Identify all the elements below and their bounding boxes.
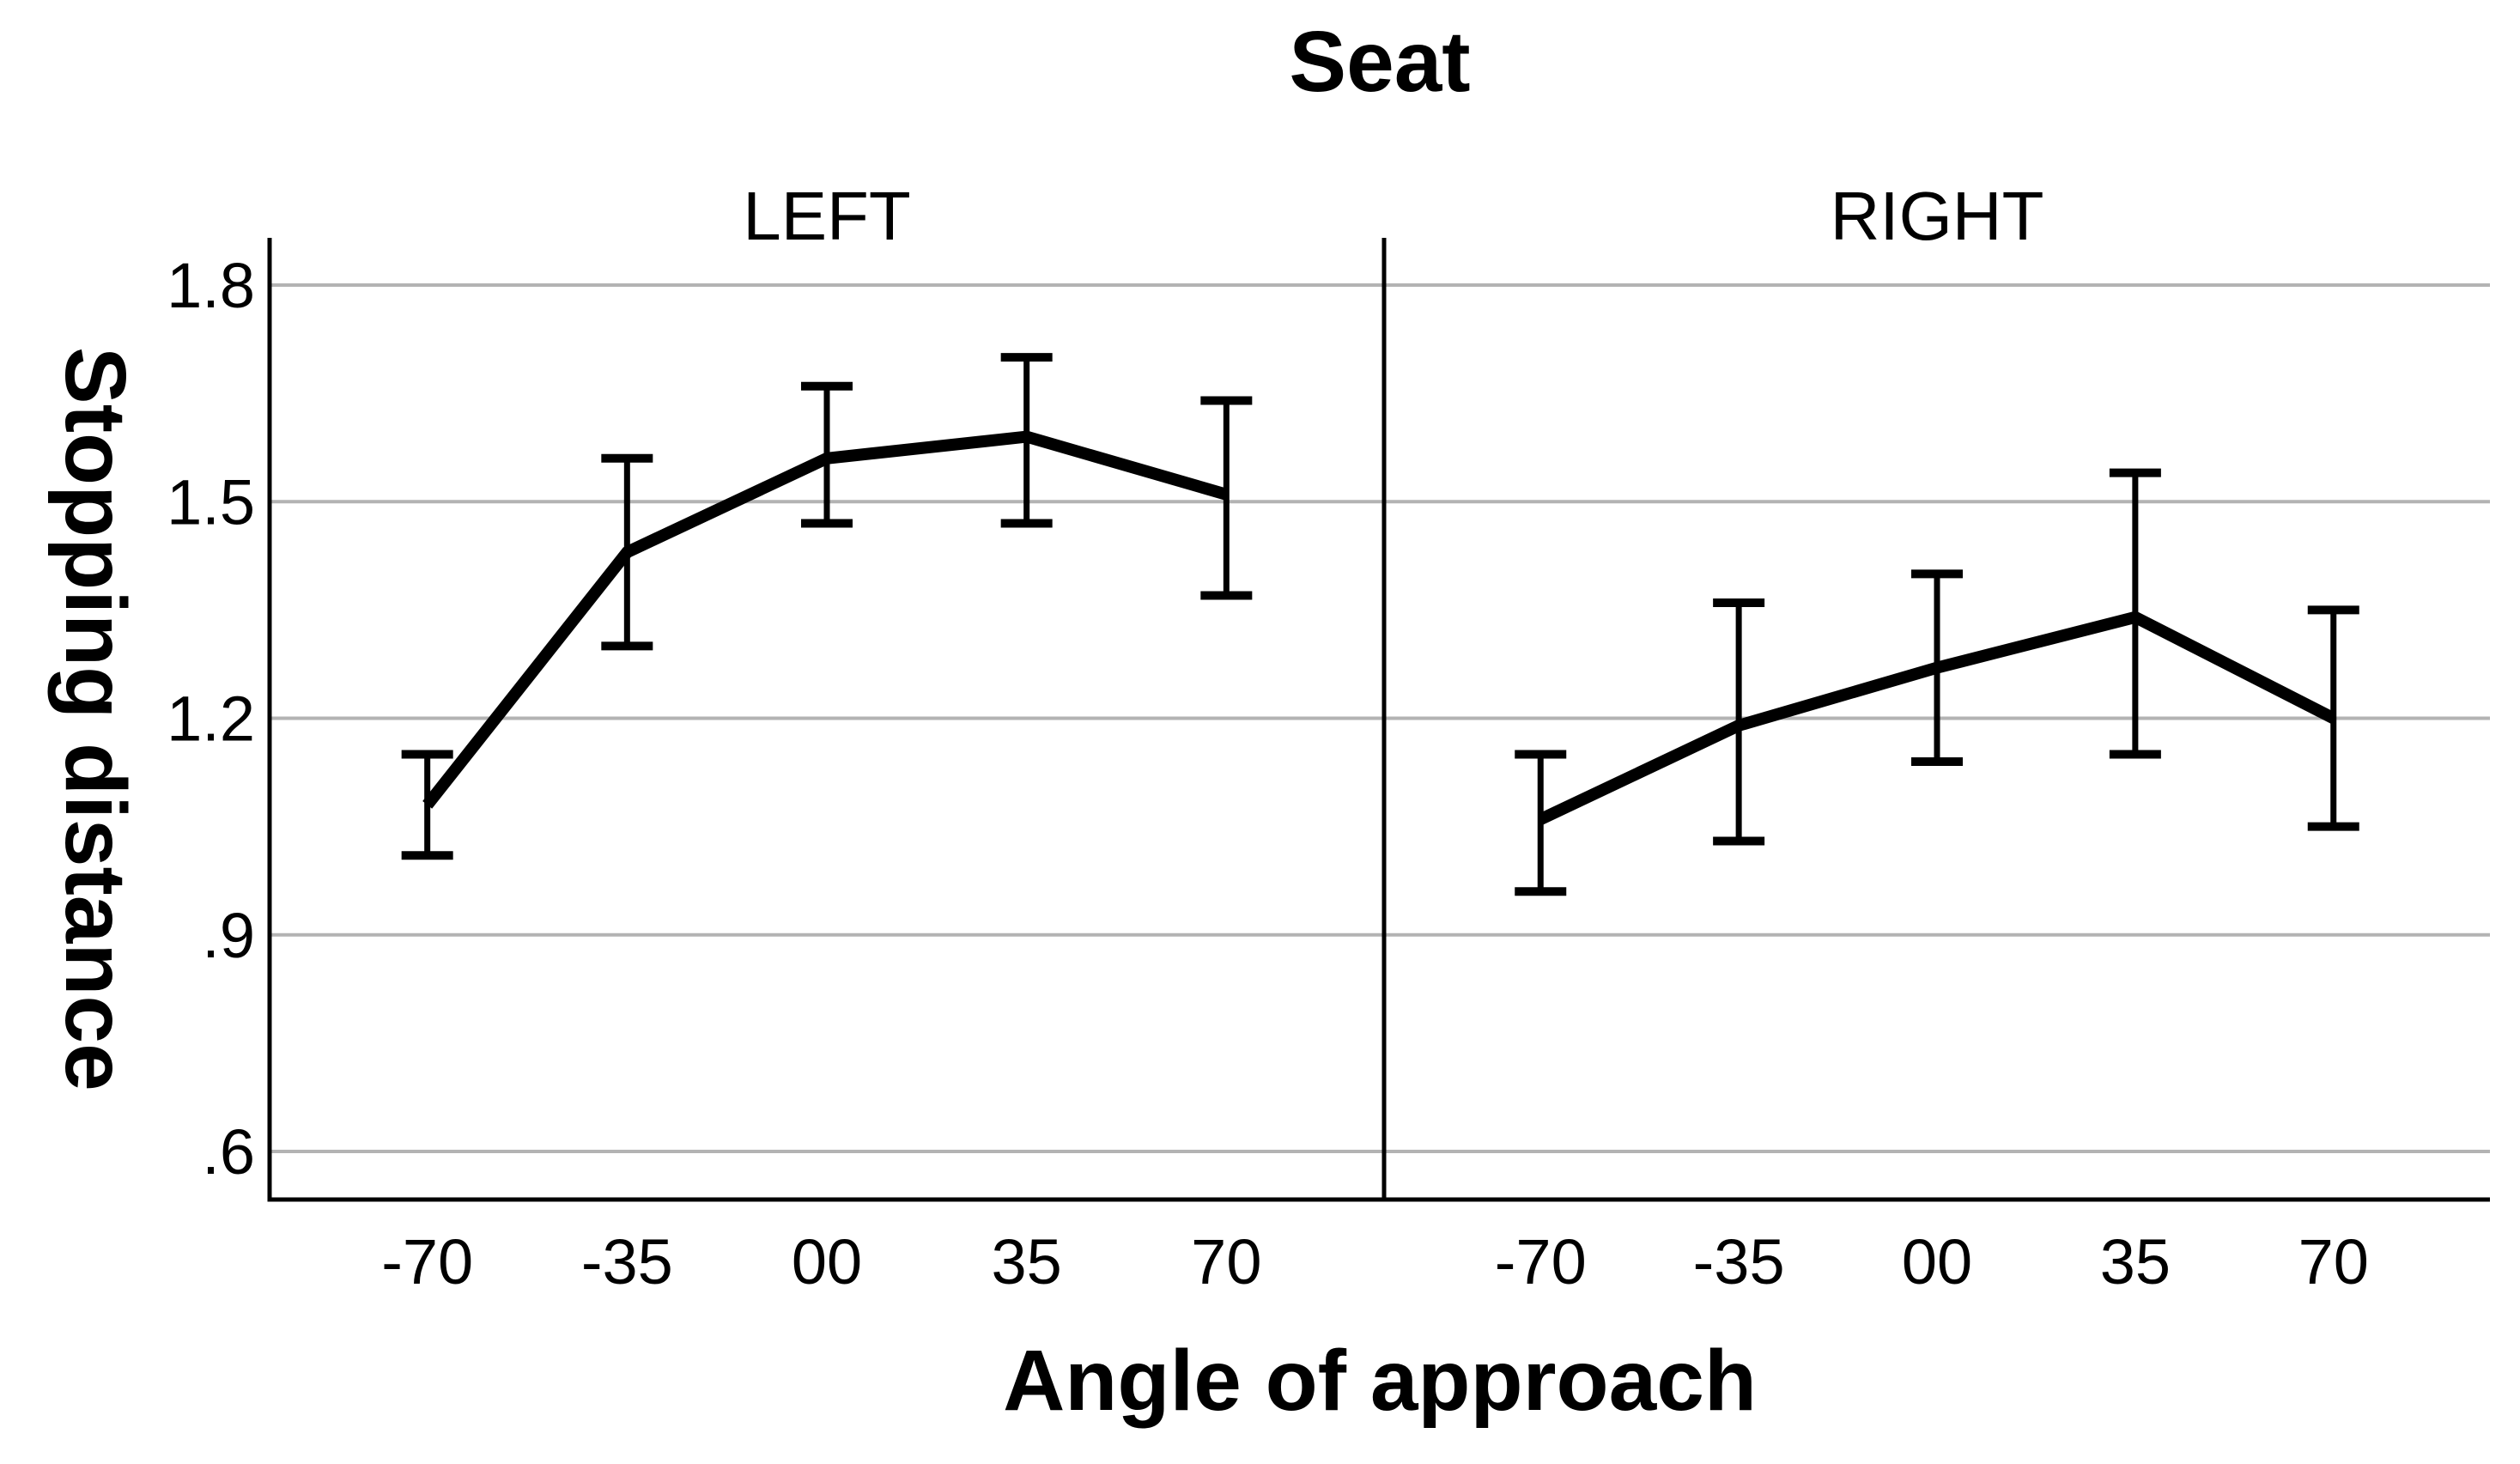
- y-axis-title: Stopping distance: [47, 346, 143, 1091]
- y-tick-label: .6: [202, 1116, 255, 1188]
- y-tick-label: .9: [202, 900, 255, 971]
- mean-line: [422, 430, 1229, 809]
- x-tick-label: -70: [381, 1226, 473, 1297]
- x-tick-label: 35: [992, 1226, 1062, 1297]
- mean-line: [1538, 611, 2336, 825]
- x-tick-label: 70: [1191, 1226, 1261, 1297]
- x-tick-label: -35: [581, 1226, 673, 1297]
- y-tick-label: 1.5: [167, 466, 255, 538]
- panel-label-left: LEFT: [743, 178, 911, 254]
- x-axis-title: Angle of approach: [1003, 1333, 1757, 1429]
- chart-title: Seat: [1289, 14, 1471, 110]
- y-tick-label: 1.2: [167, 683, 255, 755]
- panel-label-right: RIGHT: [1830, 178, 2044, 254]
- y-tick-label: 1.8: [167, 250, 255, 321]
- x-tick-label: -35: [1693, 1226, 1785, 1297]
- x-tick-label: 00: [1902, 1226, 1972, 1297]
- x-tick-label: 70: [2298, 1226, 2369, 1297]
- x-tick-label: 35: [2100, 1226, 2171, 1297]
- x-tick-label: 00: [792, 1226, 862, 1297]
- x-tick-label: -70: [1495, 1226, 1587, 1297]
